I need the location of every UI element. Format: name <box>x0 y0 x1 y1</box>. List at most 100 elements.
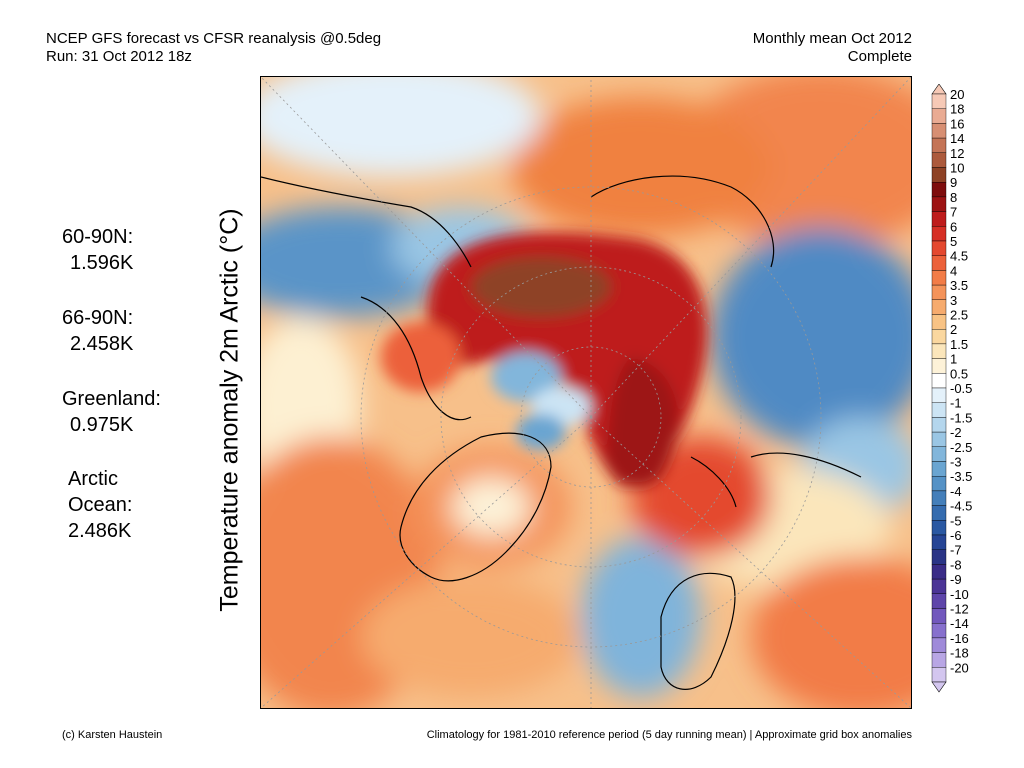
stat-label: Arctic Ocean: <box>68 468 133 516</box>
header-right: Monthly mean Oct 2012 Complete <box>753 30 912 66</box>
legend-swatch <box>931 343 947 359</box>
legend-swatch <box>931 270 947 286</box>
legend-swatch <box>931 593 947 609</box>
footnote: Climatology for 1981-2010 reference peri… <box>426 729 912 741</box>
legend-swatch <box>931 211 947 227</box>
legend-label: -14 <box>950 616 969 631</box>
legend-label: -16 <box>950 631 969 646</box>
y-axis-label: Temperature anomaly 2m Arctic (°C) <box>215 208 244 612</box>
legend-swatch <box>931 255 947 271</box>
legend-swatch <box>931 328 947 345</box>
legend-label: -12 <box>950 602 969 617</box>
scandinavia-coast <box>660 572 736 690</box>
legend-label: -1.5 <box>950 410 972 425</box>
stat-value: 2.486K <box>68 520 132 542</box>
legend-swatch <box>931 608 947 624</box>
legend-swatch <box>931 358 947 374</box>
period-title: Monthly mean Oct 2012 <box>752 30 912 47</box>
legend-label: 3.5 <box>950 278 968 293</box>
legend-swatch <box>931 314 947 330</box>
legend-swatch <box>931 520 947 536</box>
stat-label: 60-90N: <box>62 226 134 248</box>
legend-arrow-bottom <box>931 681 947 693</box>
legend-swatch <box>931 490 947 506</box>
legend-swatch <box>931 152 947 168</box>
stat-66-90n: 66-90N: 2.458K <box>62 305 133 357</box>
header-left: NCEP GFS forecast vs CFSR reanalysis @0.… <box>46 30 381 66</box>
run-info: Run: 31 Oct 2012 18z <box>46 48 192 65</box>
stat-value: 0.975K <box>70 414 134 436</box>
canada-coast <box>360 296 472 421</box>
legend-swatch <box>931 549 947 565</box>
stat-label: 66-90N: <box>62 307 134 329</box>
period-status: Complete <box>847 48 912 65</box>
latitude-circle <box>520 346 662 488</box>
legend-label: -6 <box>950 528 962 543</box>
legend-swatch <box>931 123 947 139</box>
legend-label: -18 <box>950 646 969 661</box>
legend-label: -0.5 <box>950 381 972 396</box>
legend-label: -1 <box>950 396 962 411</box>
map-title: NCEP GFS forecast vs CFSR reanalysis @0.… <box>46 30 382 47</box>
legend-label: 5 <box>950 234 957 249</box>
russia-coast <box>750 452 862 478</box>
legend-swatch <box>931 505 947 521</box>
legend-label: 9 <box>950 175 957 190</box>
legend-label: -3.5 <box>950 469 972 484</box>
legend-swatch <box>931 284 947 301</box>
anomaly-map-svg <box>261 77 911 708</box>
legend-swatch <box>931 652 947 668</box>
legend-swatch <box>931 196 947 212</box>
coastlines <box>261 175 862 690</box>
legend-swatch <box>931 534 947 550</box>
legend-arrow-top <box>931 84 947 95</box>
legend-label: 16 <box>950 116 964 131</box>
warm-core <box>381 232 708 488</box>
legend-swatch <box>931 387 947 403</box>
legend-swatch <box>931 108 947 124</box>
siberia-coast <box>590 175 775 268</box>
legend-swatch <box>931 564 947 580</box>
meridian <box>261 77 592 418</box>
legend-label: -4.5 <box>950 499 972 514</box>
legend-swatch <box>931 402 947 418</box>
legend-swatch <box>931 461 947 477</box>
meridian <box>261 416 592 708</box>
legend-label: 2 <box>950 322 957 337</box>
greenland-coast <box>399 432 552 582</box>
graticule <box>261 77 911 708</box>
legend-label: -4 <box>950 484 962 499</box>
legend-swatch <box>931 623 947 639</box>
legend-swatch <box>931 637 947 653</box>
legend-label: 1 <box>950 352 957 367</box>
legend-swatch <box>931 226 947 242</box>
legend-label: 8 <box>950 190 957 205</box>
legend-swatch <box>931 578 947 595</box>
legend-label: 2.5 <box>950 308 968 323</box>
legend-label: 3 <box>950 293 957 308</box>
stat-60-90n: 60-90N: 1.596K <box>62 224 133 276</box>
anomaly-map <box>260 76 912 709</box>
legend-label: 10 <box>950 161 964 176</box>
legend-label: -2.5 <box>950 440 972 455</box>
legend-label: -3 <box>950 455 962 470</box>
legend-swatch <box>931 476 947 492</box>
stat-value: 1.596K <box>70 252 134 274</box>
legend-swatch <box>931 240 947 256</box>
novaya-zemlya-coast <box>690 456 737 508</box>
legend-label: -7 <box>950 543 962 558</box>
meridian <box>590 416 911 708</box>
stat-arctic-ocean: Arctic Ocean: 2.486K <box>68 466 132 544</box>
legend-swatch <box>931 137 947 153</box>
legend-swatch <box>931 417 947 433</box>
legend-swatch <box>931 93 947 109</box>
legend-label: -8 <box>950 557 962 572</box>
credit: (c) Karsten Haustein <box>62 729 163 741</box>
legend-swatch <box>931 667 947 683</box>
alaska-coast <box>261 176 472 268</box>
legend-label: 14 <box>950 131 964 146</box>
legend-label: 6 <box>950 219 957 234</box>
legend-label: 0.5 <box>950 366 968 381</box>
legend-swatch <box>931 167 947 183</box>
stat-label: Greenland: <box>62 388 161 410</box>
